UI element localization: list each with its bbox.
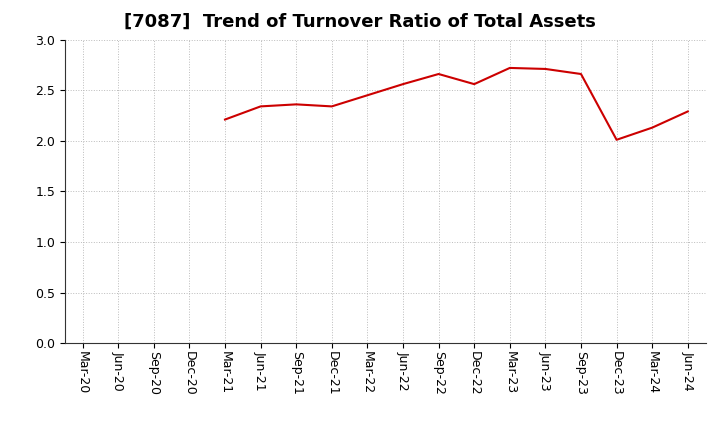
Text: [7087]  Trend of Turnover Ratio of Total Assets: [7087] Trend of Turnover Ratio of Total … bbox=[124, 13, 596, 31]
